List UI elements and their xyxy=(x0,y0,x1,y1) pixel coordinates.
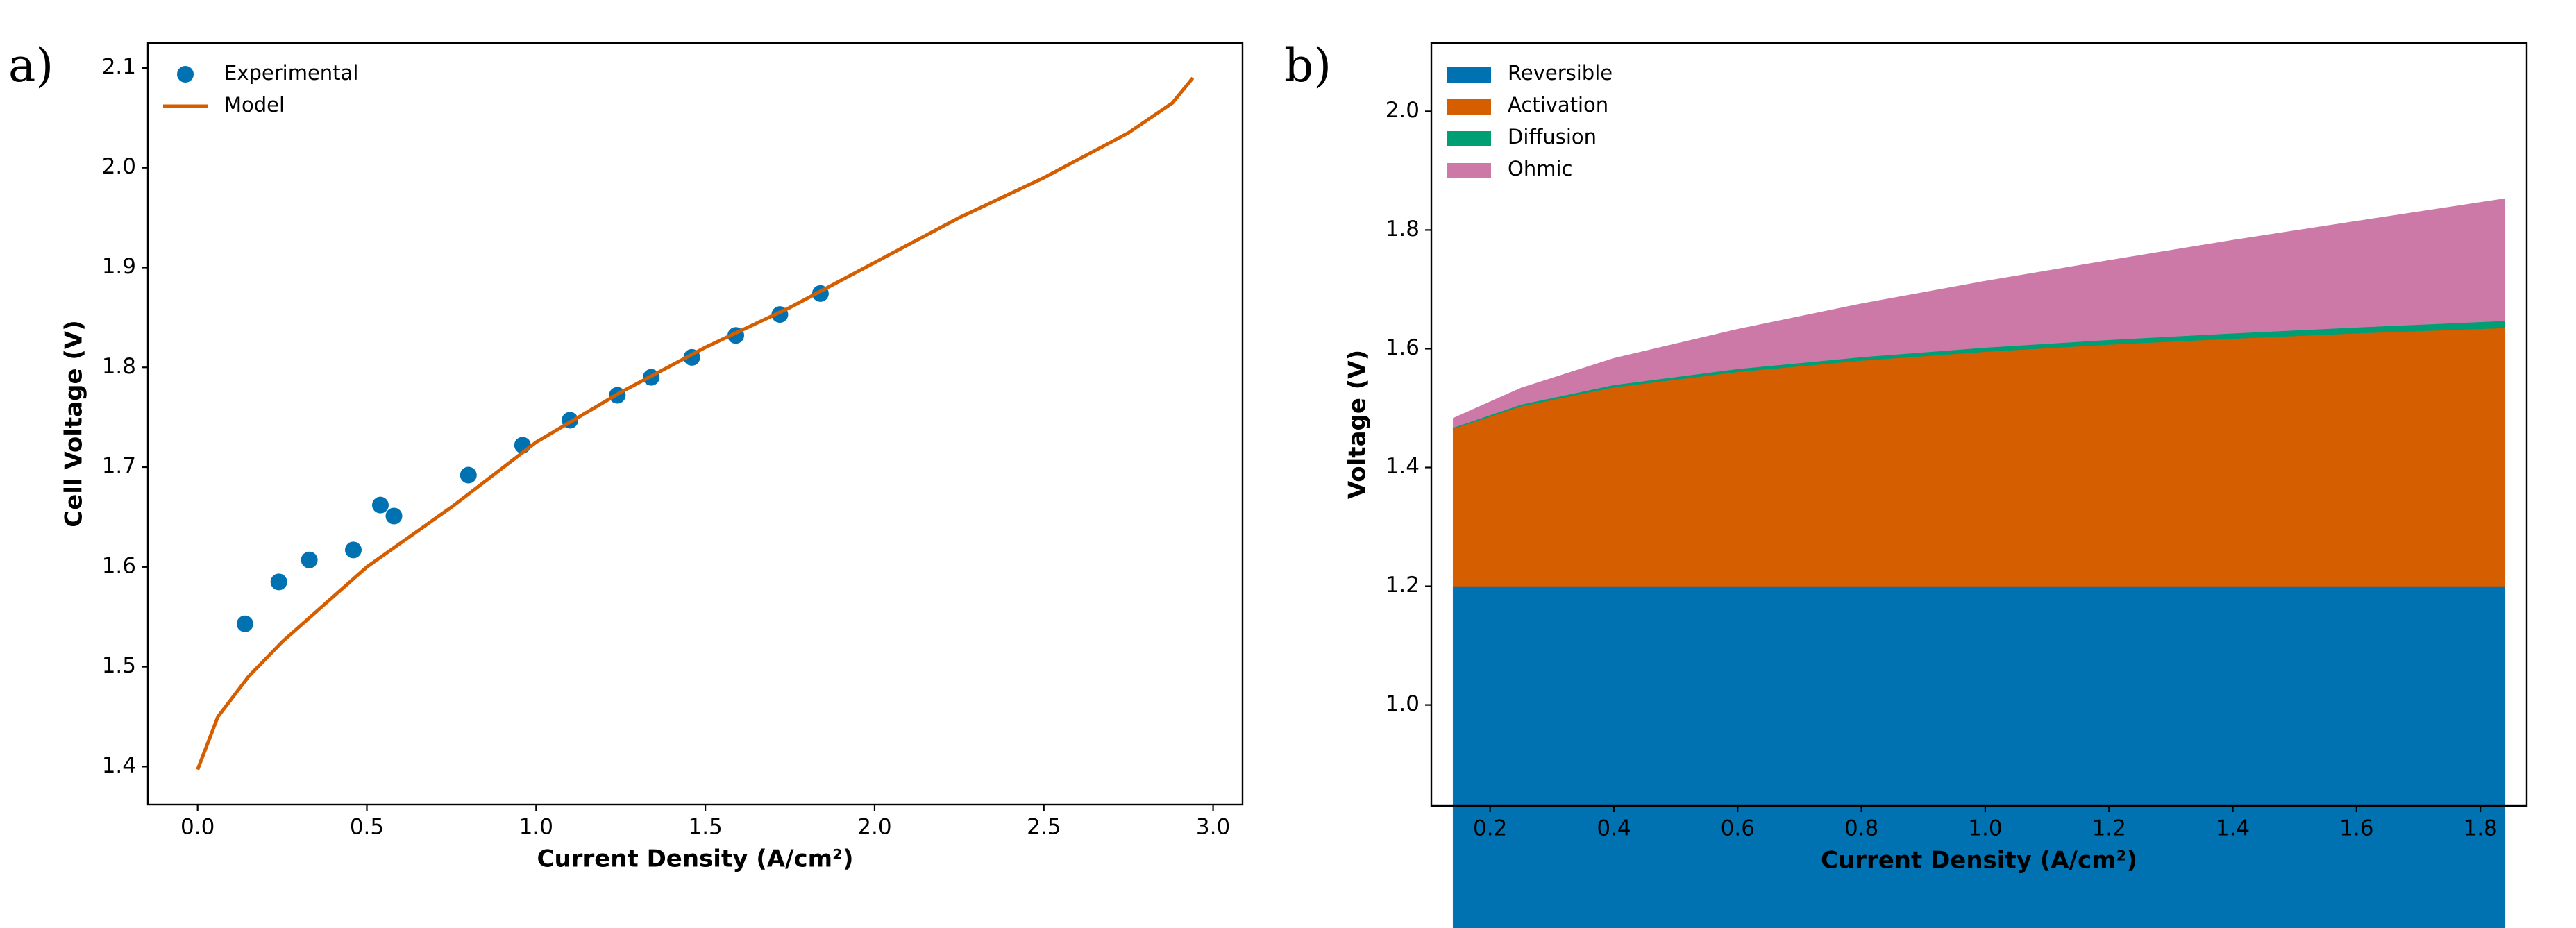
y-tick-label: 1.4 xyxy=(1386,454,1420,479)
y-tick-label: 1.2 xyxy=(1386,573,1420,598)
legend-swatch xyxy=(1447,67,1491,83)
x-axis-label: Current Density (A/cm²) xyxy=(537,845,854,873)
x-tick-label: 1.2 xyxy=(2092,816,2126,841)
legend-label: Experimental xyxy=(224,61,358,85)
data-point xyxy=(372,496,389,514)
y-axis-label: Voltage (V) xyxy=(1344,350,1372,499)
x-tick-label: 3.0 xyxy=(1196,815,1230,840)
legend-label: Ohmic xyxy=(1508,157,1572,180)
legend-marker xyxy=(177,66,194,83)
x-tick-label: 0.5 xyxy=(350,815,384,840)
y-tick-label: 1.6 xyxy=(1386,335,1420,360)
y-tick-label: 1.8 xyxy=(1386,217,1420,242)
data-point xyxy=(270,573,287,591)
legend-label: Model xyxy=(224,93,285,117)
area xyxy=(1452,198,2506,428)
x-tick-label: 1.0 xyxy=(519,815,553,840)
data-point xyxy=(460,466,477,484)
legend-swatch xyxy=(1447,163,1491,178)
y-tick-label: 1.0 xyxy=(1386,691,1420,716)
data-point xyxy=(301,551,318,568)
y-tick-label: 1.7 xyxy=(102,454,136,479)
legend-label: Reversible xyxy=(1508,61,1613,85)
x-tick-label: 0.6 xyxy=(1721,816,1755,841)
y-axis-label: Cell Voltage (V) xyxy=(60,320,88,527)
area xyxy=(1452,586,2506,928)
legend-swatch xyxy=(1447,99,1491,115)
x-tick-label: 0.0 xyxy=(180,815,214,840)
x-tick-label: 0.2 xyxy=(1473,816,1507,841)
x-tick-label: 0.8 xyxy=(1844,816,1878,841)
x-axis-label: Current Density (A/cm²) xyxy=(1821,847,2137,875)
y-tick-label: 1.9 xyxy=(102,254,136,279)
x-tick-label: 0.4 xyxy=(1597,816,1631,841)
y-tick-label: 2.1 xyxy=(102,54,136,79)
x-tick-label: 2.0 xyxy=(857,815,891,840)
data-point xyxy=(236,615,253,632)
x-tick-label: 2.5 xyxy=(1027,815,1061,840)
x-tick-label: 1.4 xyxy=(2216,816,2250,841)
x-tick-label: 1.8 xyxy=(2463,816,2497,841)
legend-label: Activation xyxy=(1508,93,1608,117)
legend-label: Diffusion xyxy=(1508,125,1597,149)
x-tick-label: 1.5 xyxy=(688,815,722,840)
y-tick-label: 1.8 xyxy=(102,354,136,379)
axes-frame xyxy=(1430,42,2528,807)
y-tick-label: 1.6 xyxy=(102,553,136,578)
y-tick-label: 2.0 xyxy=(102,154,136,179)
y-tick-label: 1.5 xyxy=(102,653,136,678)
panel-label: a) xyxy=(8,39,53,92)
legend-swatch xyxy=(1447,131,1491,146)
data-point xyxy=(385,507,403,525)
axes-frame xyxy=(146,42,1244,806)
x-tick-label: 1.0 xyxy=(1968,816,2002,841)
y-tick-label: 1.4 xyxy=(102,753,136,778)
x-tick-label: 1.6 xyxy=(2339,816,2373,841)
model-line xyxy=(196,76,1195,770)
panel-label: b) xyxy=(1284,39,1331,92)
data-point xyxy=(344,541,362,559)
y-tick-label: 2.0 xyxy=(1386,98,1420,123)
